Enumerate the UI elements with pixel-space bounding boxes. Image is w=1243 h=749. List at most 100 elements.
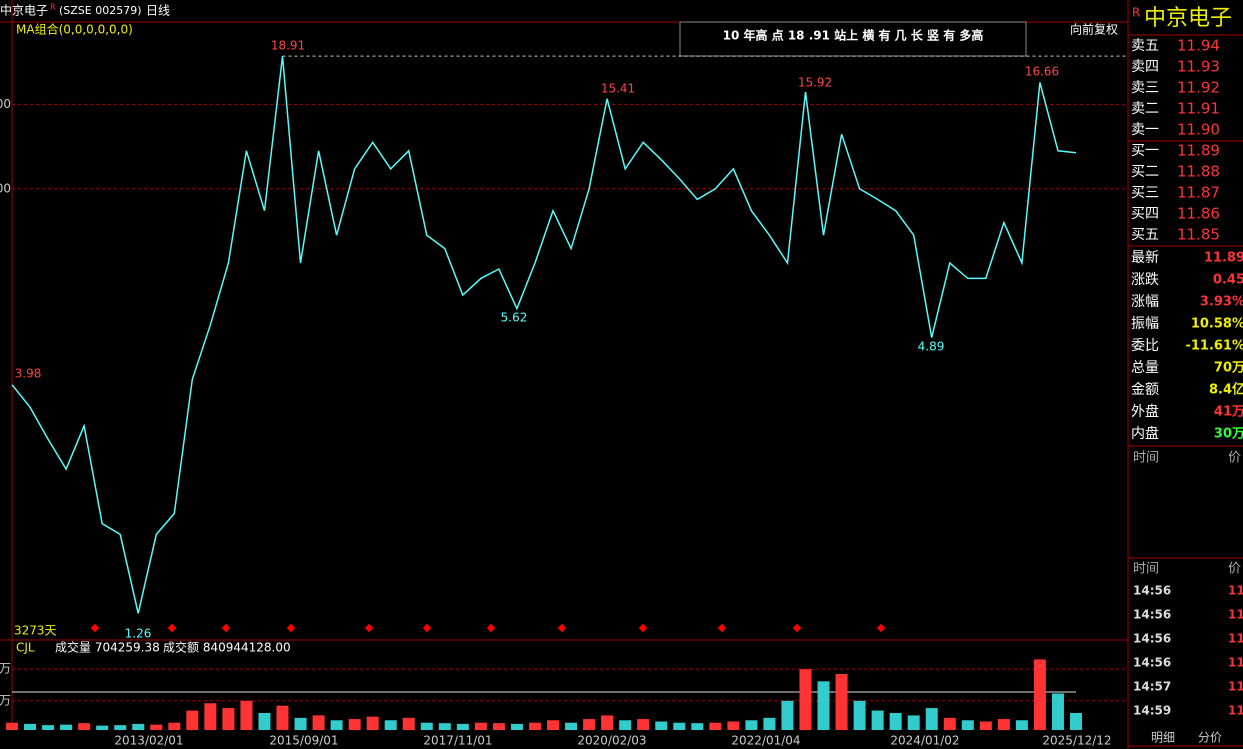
quote-mark: R <box>1132 6 1140 20</box>
volume-bar <box>294 717 307 730</box>
event-marker <box>286 623 296 633</box>
stat-value: -11.61% <box>1185 339 1243 354</box>
volume-bar <box>312 715 325 730</box>
stat-value: 30万 <box>1214 427 1243 442</box>
stat-value: 10.58% <box>1191 317 1243 332</box>
trade-price: 11. <box>1228 608 1243 622</box>
stat-label: 最新 <box>1131 250 1159 266</box>
volume-bar <box>330 720 343 730</box>
stat-label: 总量 <box>1131 360 1159 376</box>
book-label: 卖一 <box>1131 122 1159 138</box>
book-price: 11.91 <box>1177 100 1220 118</box>
event-marker <box>638 623 648 633</box>
volume-bar <box>186 710 199 730</box>
trade-time: 14:57 <box>1133 680 1171 694</box>
book-price: 11.93 <box>1177 58 1220 76</box>
volume-bar <box>438 723 451 730</box>
volume-bar <box>961 720 974 730</box>
volume-bar <box>528 722 541 730</box>
volume-bar <box>114 725 127 730</box>
volume-bar <box>456 723 469 730</box>
volume-bar <box>583 719 596 730</box>
book-price: 11.90 <box>1177 121 1220 139</box>
volume-bar <box>619 720 632 730</box>
volume-bar <box>276 705 289 730</box>
volume-bar <box>691 723 704 730</box>
volume-bar <box>348 719 361 730</box>
tab[interactable]: 明细 <box>1151 731 1175 745</box>
volume-bar <box>1051 693 1064 730</box>
book-price: 11.88 <box>1177 163 1220 181</box>
event-marker <box>486 623 496 633</box>
stat-label: 涨跌 <box>1131 272 1159 288</box>
volume-bar <box>943 717 956 730</box>
volume-bar <box>871 710 884 730</box>
volume-bar <box>1070 712 1082 730</box>
volume-bar <box>96 725 109 730</box>
event-marker <box>422 623 432 633</box>
volume-bar <box>132 723 145 730</box>
price-annotation: 15.41 <box>601 82 635 96</box>
y-tick-label: 15.00 <box>0 97 11 111</box>
stock-name: 中京电子 <box>0 3 48 18</box>
x-tick-label: 2022/01/04 <box>731 734 800 748</box>
trade-price: 11. <box>1228 584 1243 598</box>
book-price: 11.87 <box>1177 184 1220 202</box>
stat-value: 0.45 <box>1213 273 1243 288</box>
price-annotation: 3.98 <box>15 367 42 381</box>
ma-indicator[interactable]: MA组合(0,0,0,0,0,0) <box>16 22 133 37</box>
trade-time: 14:59 <box>1133 704 1171 718</box>
book-price: 11.92 <box>1177 79 1220 97</box>
price-annotation: 15.92 <box>798 76 832 90</box>
volume-bar <box>907 715 920 730</box>
y-tick-label: 10.00 <box>0 181 11 195</box>
period[interactable]: 日线 <box>146 4 170 18</box>
book-price: 11.94 <box>1177 37 1220 55</box>
volume-tick-label: 万 <box>0 693 11 707</box>
volume-bar <box>673 722 686 730</box>
indicator-name[interactable]: CJL <box>16 641 35 655</box>
volume-bar <box>709 722 722 730</box>
trade-time: 14:56 <box>1133 656 1171 670</box>
chart-title: 10 年高 点 18 .91 站上 横 有 几 长 竖 有 多高 <box>723 28 984 43</box>
adjust-mode[interactable]: 向前复权 <box>1070 22 1118 37</box>
tab[interactable]: 分价 <box>1198 731 1222 745</box>
book-label: 买四 <box>1131 206 1159 222</box>
volume-bar <box>601 715 614 730</box>
x-tick-label: 2025/12/12 <box>1042 734 1111 748</box>
volume-bar <box>150 724 163 730</box>
book-label: 买一 <box>1131 143 1159 159</box>
price-annotation: 16.66 <box>1025 65 1059 79</box>
trade-price: 11. <box>1228 704 1243 718</box>
stat-label: 内盘 <box>1131 425 1159 442</box>
volume-bar <box>565 722 578 730</box>
volume-bar <box>240 700 253 730</box>
event-marker <box>717 623 727 633</box>
stat-label: 金额 <box>1131 382 1159 398</box>
volume-bar <box>168 722 181 730</box>
price-annotation: 18.91 <box>271 39 305 53</box>
volume-bar <box>24 723 37 730</box>
book-label: 卖二 <box>1131 101 1159 117</box>
stat-value: 11.89 <box>1204 251 1243 266</box>
volume-tick-label: 万 <box>0 662 11 676</box>
volume-bar <box>655 721 668 730</box>
volume-bar <box>402 717 415 730</box>
stat-value: 41万 <box>1214 405 1243 420</box>
volume-bar <box>492 723 505 730</box>
volume-bar <box>799 669 812 730</box>
volume-bar <box>420 722 433 730</box>
book-label: 卖五 <box>1131 38 1159 54</box>
volume-bar <box>78 723 91 730</box>
volume-bar <box>474 722 487 730</box>
stat-value: 3.93% <box>1200 295 1243 310</box>
book-label: 买三 <box>1131 185 1159 201</box>
book-price: 11.85 <box>1177 226 1220 244</box>
book-price: 11.89 <box>1177 142 1220 160</box>
stat-label: 外盘 <box>1131 403 1159 420</box>
stock-code: (SZSE 002579) <box>59 4 142 17</box>
volume-bar <box>1033 659 1046 730</box>
trade-time: 14:56 <box>1133 584 1171 598</box>
volume-bar <box>6 722 18 730</box>
